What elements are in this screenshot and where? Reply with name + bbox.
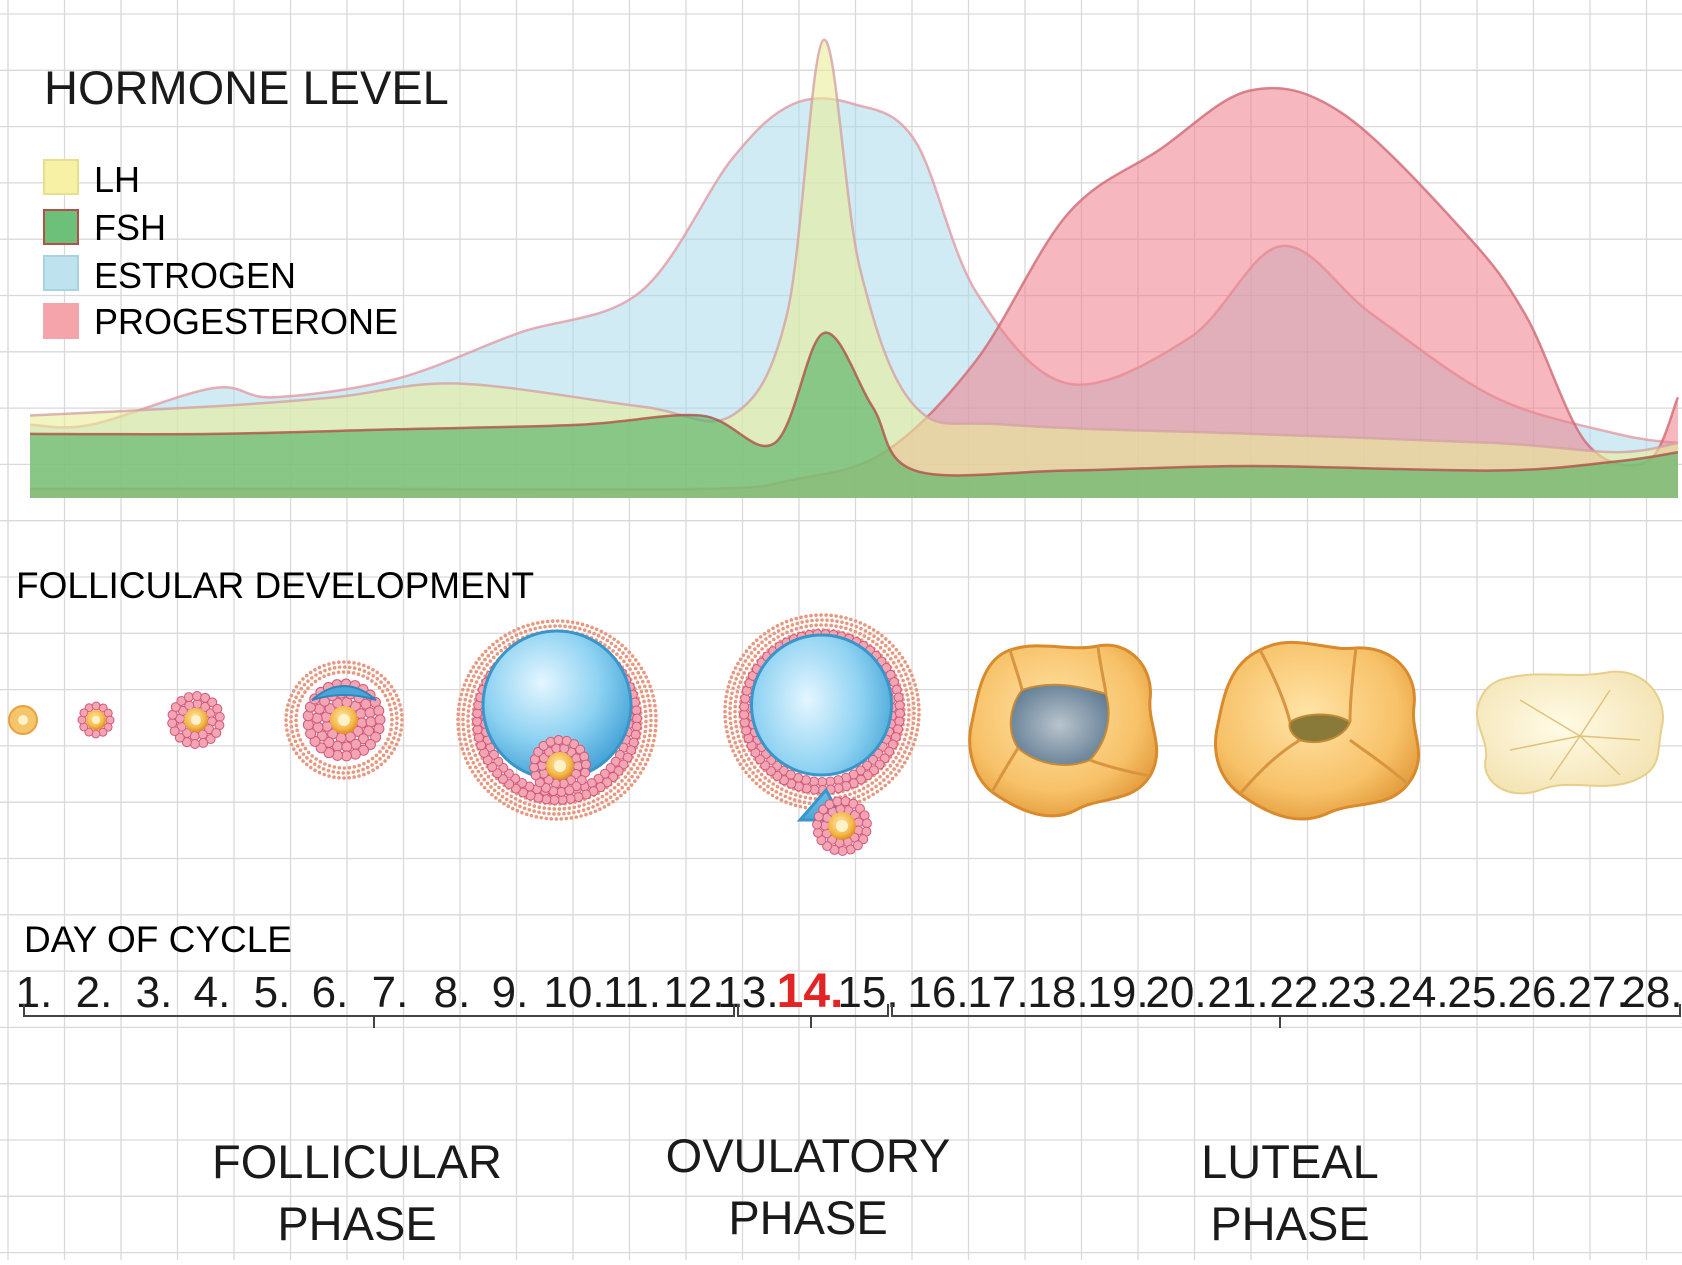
day-label: 18. [1027, 968, 1088, 1017]
phase-ovulatory-line1: OVULATORY [666, 1129, 951, 1182]
series-lh-line [29, 38, 1679, 454]
bracket-follicular [23, 1004, 735, 1017]
day-label: 16. [907, 968, 968, 1017]
series-fsh-line [29, 331, 1679, 477]
day-label: 10. [543, 968, 604, 1017]
phase-luteal-line1: LUTEAL [1201, 1135, 1379, 1188]
corpus-luteum-mature [1214, 640, 1420, 821]
phase-brackets [23, 1004, 1681, 1028]
day-label: 20. [1145, 968, 1206, 1017]
follicle-early-antral [284, 660, 404, 780]
phase-follicular-line2: PHASE [277, 1197, 436, 1250]
day-label: 11. [603, 968, 661, 1017]
legend-label-progesterone: PROGESTERONE [94, 301, 398, 342]
day-label: 26. [1507, 968, 1568, 1017]
day-label: 4. [194, 968, 231, 1017]
day-label: 24. [1387, 968, 1448, 1017]
series-progesterone-area [30, 88, 1678, 499]
bracket-ovulatory [737, 1004, 889, 1017]
follicle-mature-graafian [456, 619, 658, 821]
day-label: 14. [777, 965, 844, 1018]
day-of-cycle-title: DAY OF CYCLE [24, 919, 292, 960]
bracket-luteal [891, 1004, 1681, 1017]
day-label: 17. [967, 968, 1028, 1017]
day-label: 15. [837, 968, 898, 1017]
follicle-ovulating [723, 613, 921, 856]
hormone-level-title: HORMONE LEVEL [44, 61, 449, 114]
day-label: 21. [1207, 968, 1268, 1017]
day-label: 19. [1087, 968, 1148, 1017]
legend: LH FSH ESTROGEN PROGESTERONE [43, 159, 398, 342]
legend-swatch-fsh [43, 209, 79, 245]
day-label: 8. [434, 968, 471, 1017]
legend-label-fsh: FSH [94, 207, 166, 248]
phase-follicular-line1: FOLLICULAR [212, 1135, 502, 1188]
day-label: 25. [1447, 968, 1508, 1017]
day-label: 7. [372, 968, 409, 1017]
day-label: 13. [717, 968, 778, 1017]
day-label: 9. [492, 968, 529, 1017]
day-label: 22. [1269, 968, 1330, 1017]
phase-luteal-line2: PHASE [1210, 1197, 1369, 1250]
day-label: 6. [312, 968, 349, 1017]
series-fsh-area [30, 332, 1678, 498]
phase-ovulatory-line2: PHASE [728, 1191, 887, 1244]
legend-swatch-lh [43, 159, 79, 195]
legend-swatch-estrogen [43, 255, 79, 291]
legend-label-lh: LH [94, 159, 140, 200]
day-numbers: 1. 2. 3. 4. 5. 6. 7. 8. 9. 10.11. 12.13.14.15. 16.1… [16, 965, 1682, 1018]
follicle-primordial [8, 705, 38, 735]
legend-swatch-progesterone [43, 303, 79, 339]
follicle-primary [77, 701, 115, 739]
hormone-chart [29, 38, 1680, 499]
follicle-secondary [167, 691, 225, 749]
day-label: 28. [1621, 968, 1682, 1017]
corpus-albicans [1475, 670, 1664, 795]
corpus-luteum-early [968, 643, 1159, 818]
day-label: 3. [136, 968, 173, 1017]
legend-label-estrogen: ESTROGEN [94, 255, 296, 296]
day-label: 27. [1567, 968, 1628, 1017]
day-label: 1. [16, 968, 53, 1017]
follicular-development-title: FOLLICULAR DEVELOPMENT [16, 565, 534, 606]
day-label: 12. [663, 968, 724, 1017]
day-label: 23. [1327, 968, 1388, 1017]
day-label: 2. [76, 968, 113, 1017]
day-label: 5. [254, 968, 291, 1017]
